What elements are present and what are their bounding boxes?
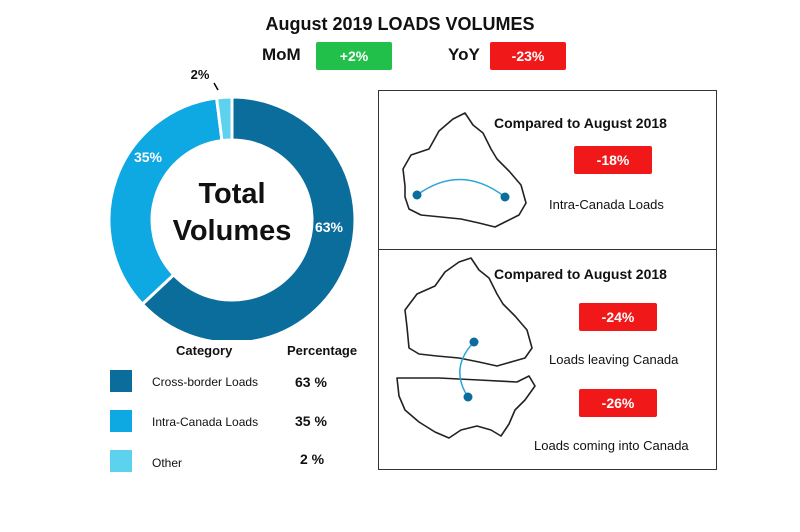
page-title: August 2019 LOADS VOLUMES	[265, 14, 535, 34]
coming-into-canada-change-badge: -26%	[579, 389, 657, 417]
leaving-canada-change-badge: -24%	[579, 303, 657, 331]
intra-canada-comparison-panel: Compared to August 2018 -18% Intra-Canad…	[378, 90, 717, 250]
north-america-map-icon	[396, 257, 536, 439]
yoy-label: YoY	[448, 45, 480, 64]
legend-percentage-header: Percentage	[287, 343, 358, 358]
legend-swatch-other	[110, 450, 132, 472]
slice-label-other: 2%	[191, 67, 210, 82]
center-label-line-2: Volumes	[173, 215, 292, 247]
other-leader-line	[213, 82, 219, 91]
slice-label-cross-border: 63%	[315, 219, 344, 235]
intra-canada-caption: Intra-Canada Loads	[549, 197, 664, 212]
legend-label-other: Other	[152, 456, 183, 470]
bottom-panel-heading: Compared to August 2018	[494, 266, 667, 282]
legend-pct-cross-border: 63 %	[295, 374, 327, 390]
top-panel-heading: Compared to August 2018	[494, 115, 667, 131]
center-label-line-1: Total	[198, 178, 265, 210]
mom-label: MoM	[262, 45, 301, 64]
legend-pct-intra-canada: 35 %	[295, 413, 327, 429]
slice-label-intra-canada: 35%	[134, 149, 163, 165]
mom-badge: +2%	[316, 42, 392, 70]
cross-border-comparison-panel: Compared to August 2018 -24% Loads leavi…	[378, 249, 717, 470]
intra-canada-change-badge: -18%	[574, 146, 652, 174]
canada-map-icon	[402, 112, 527, 228]
legend-label-intra-canada: Intra-Canada Loads	[152, 415, 259, 429]
legend-swatch-intra-canada	[110, 410, 132, 432]
yoy-badge: -23%	[490, 42, 566, 70]
legend-label-cross-border: Cross-border Loads	[152, 375, 259, 389]
legend-swatch-cross-border	[110, 370, 132, 392]
volumes-donut-chart: 2% 35% 63% Total Volumes	[107, 67, 357, 340]
donut-slice-intra-canada-loads	[107, 96, 224, 307]
coming-into-canada-caption: Loads coming into Canada	[534, 438, 689, 453]
legend-category-header: Category	[176, 343, 233, 358]
donut-slice-cross-border-loads	[140, 95, 357, 340]
leaving-canada-caption: Loads leaving Canada	[549, 352, 679, 367]
legend-pct-other: 2 %	[300, 451, 325, 467]
donut-slice-other	[214, 95, 234, 143]
